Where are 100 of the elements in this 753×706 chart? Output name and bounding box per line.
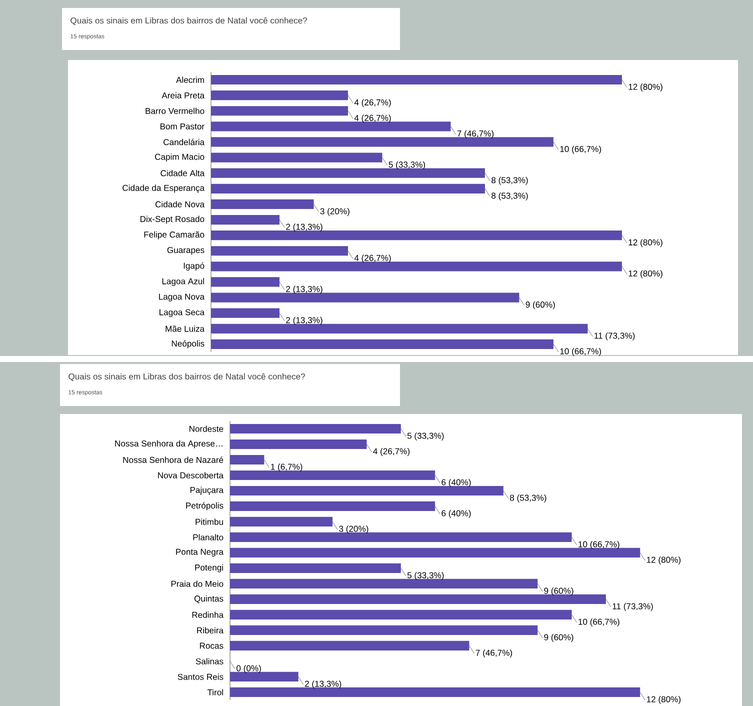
data-label: 8 (53,3%)	[510, 494, 546, 502]
bar	[211, 90, 348, 100]
y-tick-label: Nossa Senhora de Nazaré	[123, 456, 224, 463]
bar	[230, 532, 572, 542]
bar	[230, 625, 538, 636]
y-tick-label: Capim Macio	[155, 154, 204, 162]
y-tick-label: Alecrim	[176, 76, 204, 83]
y-tick-label: Nordeste	[190, 426, 224, 432]
y-tick-label: Igapó	[184, 262, 204, 270]
bar	[230, 610, 572, 620]
data-label: 10 (66,7%)	[560, 146, 602, 154]
data-label: 1 (6,7%)	[271, 464, 302, 472]
bar	[230, 486, 504, 496]
y-tick-label: Redinha	[192, 612, 224, 618]
y-tick-label: Bom Pastor	[160, 123, 204, 130]
bar	[211, 74, 622, 85]
data-label: 8 (53,3%)	[492, 176, 528, 185]
y-tick-label: Felipe Camarão	[144, 231, 204, 240]
bar	[211, 339, 554, 350]
data-label: 3 (20%)	[320, 208, 350, 216]
bar	[211, 277, 280, 287]
data-label: 10 (66,7%)	[578, 618, 620, 626]
y-tick-label: Cidade Nova	[155, 201, 205, 208]
data-label: 9 (60%)	[544, 588, 574, 596]
chart-title: Quais os sinais em Libras dos bairros de Natal você conhece?	[70, 17, 308, 26]
data-label: 7 (46,7%)	[476, 650, 512, 658]
bar	[211, 137, 554, 147]
y-tick-label: Mãe Luiza	[166, 326, 205, 332]
data-label: 10 (66,7%)	[578, 541, 620, 549]
bar	[230, 687, 640, 698]
y-tick-label: Nova Descoberta	[158, 472, 224, 478]
y-tick-label: Ponta Negra	[176, 548, 224, 557]
data-label: 2 (13,3%)	[286, 286, 322, 294]
y-tick-label: Petrópolis	[186, 502, 224, 510]
bar	[211, 230, 622, 240]
y-tick-label: Praia do Meio	[171, 580, 224, 587]
data-label: 10 (66,7%)	[560, 348, 602, 356]
data-label: 3 (20%)	[339, 526, 368, 534]
bar	[211, 184, 485, 194]
bar	[230, 439, 367, 450]
y-tick-label: Potengi	[195, 564, 223, 572]
data-label: 2 (13,3%)	[286, 224, 322, 232]
bar	[211, 122, 451, 132]
data-label: 5 (33,3%)	[407, 572, 444, 580]
bar	[230, 578, 538, 589]
data-label: 12 (80%)	[646, 556, 681, 564]
bar	[230, 501, 436, 512]
data-label: 12 (80%)	[628, 239, 662, 248]
bar	[211, 152, 382, 162]
data-label: 4 (26,7%)	[354, 99, 391, 108]
bar	[230, 640, 470, 651]
data-label: 12 (80%)	[628, 84, 662, 92]
data-label: 0 (0%)	[236, 665, 261, 673]
y-tick-label: Barro Vermelho	[146, 108, 204, 114]
data-label: 2 (13,3%)	[304, 680, 342, 688]
data-label: 11 (73,3%)	[612, 603, 653, 611]
data-label: 4 (26,7%)	[354, 114, 391, 123]
y-tick-label: Cidade Alta	[160, 170, 205, 176]
y-tick-label: Lagoa Seca	[160, 309, 205, 317]
y-tick-label: Salinas	[196, 658, 224, 664]
data-label: 2 (13,3%)	[286, 316, 322, 325]
y-tick-label: Tirol	[207, 689, 223, 696]
data-label: 11 (73,3%)	[594, 332, 635, 340]
data-label: 6 (40%)	[442, 479, 471, 487]
bar	[230, 424, 401, 434]
bar	[211, 262, 622, 272]
y-tick-label: Nossa Senhora da Aprese…	[115, 440, 222, 448]
data-label: 5 (33,3%)	[388, 161, 426, 170]
data-label: 9 (60%)	[544, 634, 574, 642]
bar	[211, 106, 348, 116]
bar	[230, 672, 298, 682]
y-tick-label: Quintas	[194, 595, 224, 604]
y-tick-label: Rocas	[200, 642, 224, 649]
y-tick-label: Dix-Sept Rosado	[140, 216, 204, 224]
y-tick-label: Cidade da Esperança	[122, 184, 205, 193]
data-label: 8 (53,3%)	[492, 192, 528, 200]
bar	[230, 470, 436, 480]
bar	[230, 454, 264, 465]
data-label: 6 (40%)	[442, 510, 471, 518]
bar	[211, 308, 280, 318]
y-tick-label: Lagoa Nova	[159, 294, 205, 302]
bar	[211, 199, 314, 210]
data-label: 12 (80%)	[646, 696, 681, 704]
y-tick-label: Areia Preta	[162, 92, 205, 98]
y-tick-label: Lagoa Azul	[162, 278, 204, 286]
y-tick-label: Neópolis	[172, 340, 204, 348]
y-tick-label: Ribeira	[197, 627, 224, 634]
chart-title: Quais os sinais em Libras dos bairros de Natal você conhece?	[68, 373, 306, 382]
data-label: 4 (26,7%)	[354, 254, 391, 263]
bar	[211, 292, 520, 302]
y-tick-label: Planalto	[193, 534, 224, 540]
data-label: 4 (26,7%)	[373, 448, 410, 456]
bar	[230, 548, 640, 558]
y-tick-label: Pajuçara	[190, 486, 224, 495]
y-tick-label: Santos Reis	[178, 674, 224, 680]
y-tick-label: Candelária	[164, 138, 205, 146]
bar	[211, 214, 280, 225]
y-tick-label: Pitimbu	[196, 518, 223, 525]
bar	[211, 168, 485, 178]
data-label: 5 (33,3%)	[407, 432, 444, 440]
